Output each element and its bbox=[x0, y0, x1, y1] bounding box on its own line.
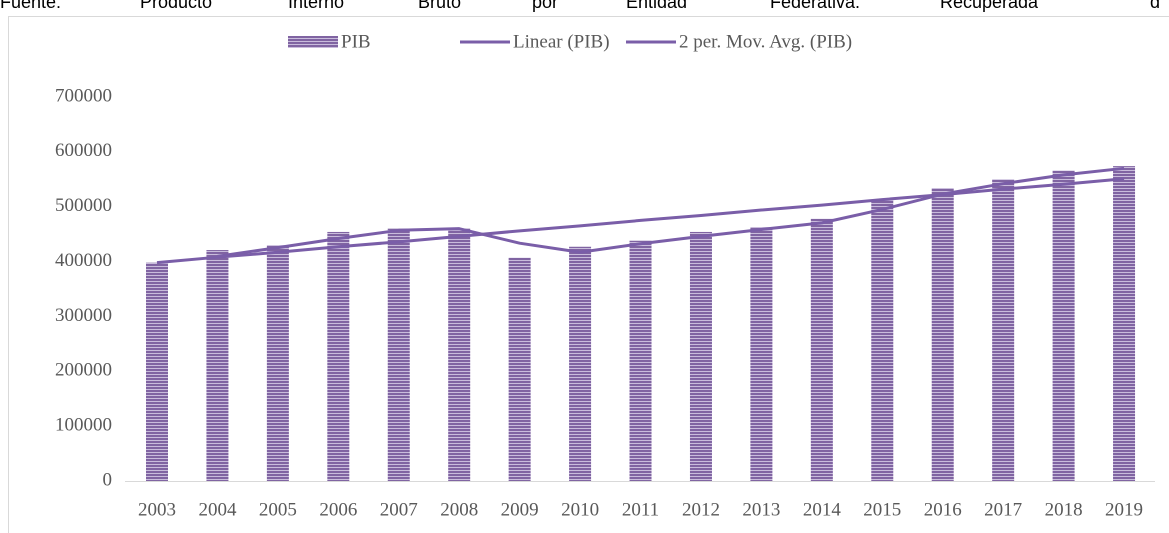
bar bbox=[146, 262, 168, 481]
x-tick-label: 2014 bbox=[803, 499, 842, 520]
bar bbox=[931, 188, 954, 481]
bar bbox=[629, 240, 652, 481]
legend-label: Linear (PIB) bbox=[513, 31, 610, 52]
y-tick-label: 600000 bbox=[55, 140, 112, 161]
bar bbox=[992, 179, 1015, 482]
caption-word: Recuperada bbox=[940, 0, 1039, 12]
caption-word: Fuente: bbox=[0, 0, 61, 12]
x-tick-label: 2017 bbox=[984, 499, 1022, 520]
line bbox=[217, 166, 1125, 258]
y-tick-label: 500000 bbox=[55, 195, 112, 216]
caption-word: Entidad bbox=[626, 0, 687, 12]
caption-word: por bbox=[532, 0, 558, 12]
bar bbox=[810, 218, 833, 482]
x-tick-label: 2012 bbox=[682, 499, 720, 520]
x-tick-label: 2013 bbox=[742, 499, 780, 520]
x-tick-label: 2007 bbox=[380, 499, 418, 520]
x-tick-label: 2010 bbox=[561, 499, 599, 520]
x-tick-label: 2004 bbox=[198, 499, 237, 520]
x-tick-label: 2009 bbox=[501, 499, 539, 520]
caption-word: Interno bbox=[288, 0, 344, 12]
chart-border bbox=[8, 16, 1169, 533]
bar bbox=[508, 257, 531, 481]
x-tick-label: 2005 bbox=[259, 499, 297, 520]
line bbox=[156, 177, 1125, 265]
x-tick-label: 2015 bbox=[863, 499, 901, 520]
y-tick-label: 0 bbox=[103, 469, 113, 490]
x-tick-label: 2008 bbox=[440, 499, 478, 520]
bar bbox=[266, 245, 289, 481]
bar bbox=[448, 228, 471, 481]
bar bbox=[750, 227, 773, 481]
caption-word: Federativa. bbox=[770, 0, 860, 12]
caption-word: Bruto bbox=[418, 0, 461, 12]
x-tick-label: 2003 bbox=[138, 499, 176, 520]
x-tick-label: 2018 bbox=[1045, 499, 1083, 520]
y-tick-label: 100000 bbox=[55, 415, 112, 436]
bar bbox=[1052, 170, 1075, 481]
bar bbox=[387, 228, 410, 481]
bar bbox=[1113, 166, 1136, 481]
y-tick-label: 400000 bbox=[55, 250, 112, 271]
legend-label: PIB bbox=[341, 31, 371, 52]
bar bbox=[689, 231, 712, 481]
legend-swatch bbox=[288, 36, 338, 48]
bar bbox=[871, 200, 894, 482]
x-tick-label: 2006 bbox=[319, 499, 357, 520]
legend-label: 2 per. Mov. Avg. (PIB) bbox=[679, 31, 852, 52]
x-tick-label: 2016 bbox=[924, 499, 962, 520]
y-tick-label: 300000 bbox=[55, 305, 112, 326]
bar bbox=[569, 246, 592, 481]
x-tick-label: 2011 bbox=[622, 499, 659, 520]
bar bbox=[327, 231, 350, 481]
caption-word: Producto bbox=[140, 0, 212, 12]
x-tick-label: 2019 bbox=[1105, 499, 1143, 520]
y-tick-label: 200000 bbox=[55, 360, 112, 381]
caption-word: d bbox=[1150, 0, 1160, 12]
y-tick-label: 700000 bbox=[55, 85, 112, 106]
bar bbox=[206, 250, 229, 481]
